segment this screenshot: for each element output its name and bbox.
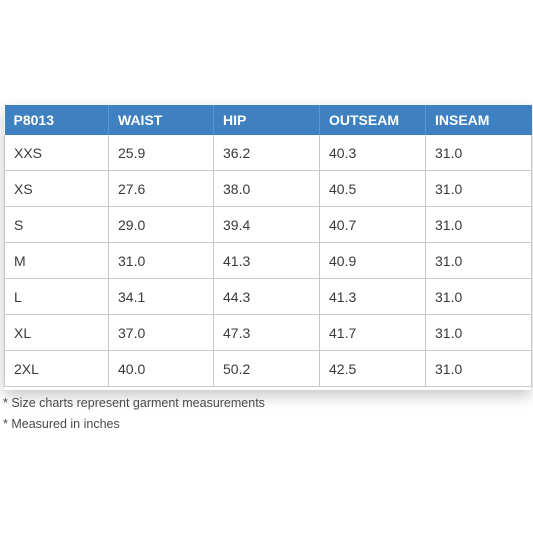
table-row: XS 27.6 38.0 40.5 31.0 — [4, 170, 532, 207]
outseam-cell: 40.9 — [319, 242, 426, 279]
footnote-units: * Measured in inches — [3, 417, 120, 431]
inseam-cell: 31.0 — [425, 135, 532, 171]
header-outseam: OUTSEAM — [319, 105, 426, 135]
hip-cell: 39.4 — [213, 206, 320, 243]
outseam-cell: 40.7 — [319, 206, 426, 243]
outseam-cell: 42.5 — [319, 350, 426, 387]
hip-cell: 44.3 — [213, 278, 320, 315]
size-cell: XXS — [4, 135, 109, 171]
table-row: M 31.0 41.3 40.9 31.0 — [4, 242, 532, 279]
hip-cell: 38.0 — [213, 170, 320, 207]
size-cell: L — [4, 278, 109, 315]
inseam-cell: 31.0 — [425, 206, 532, 243]
size-cell: M — [4, 242, 109, 279]
header-row: P8013 WAIST HIP OUTSEAM INSEAM — [4, 105, 532, 135]
waist-cell: 31.0 — [108, 242, 214, 279]
table-row: L 34.1 44.3 41.3 31.0 — [4, 278, 532, 315]
size-table: P8013 WAIST HIP OUTSEAM INSEAM XXS 25.9 … — [4, 105, 532, 387]
inseam-cell: 31.0 — [425, 314, 532, 351]
outseam-cell: 40.3 — [319, 135, 426, 171]
waist-cell: 40.0 — [108, 350, 214, 387]
waist-cell: 34.1 — [108, 278, 214, 315]
header-inseam: INSEAM — [425, 105, 532, 135]
size-cell: S — [4, 206, 109, 243]
inseam-cell: 31.0 — [425, 278, 532, 315]
hip-cell: 50.2 — [213, 350, 320, 387]
footnotes: * Size charts represent garment measurem… — [3, 393, 265, 435]
hip-cell: 41.3 — [213, 242, 320, 279]
inseam-cell: 31.0 — [425, 242, 532, 279]
table-row: 2XL 40.0 50.2 42.5 31.0 — [4, 350, 532, 387]
waist-cell: 25.9 — [108, 135, 214, 171]
inseam-cell: 31.0 — [425, 170, 532, 207]
footnote-garment-measurements: * Size charts represent garment measurem… — [3, 396, 265, 410]
size-cell: XL — [4, 314, 109, 351]
table-row: XL 37.0 47.3 41.7 31.0 — [4, 314, 532, 351]
header-style-code: P8013 — [4, 105, 109, 135]
waist-cell: 37.0 — [108, 314, 214, 351]
size-chart: P8013 WAIST HIP OUTSEAM INSEAM XXS 25.9 … — [0, 101, 533, 433]
table-body: XXS 25.9 36.2 40.3 31.0 XS 27.6 38.0 40.… — [4, 135, 532, 387]
size-cell: 2XL — [4, 350, 109, 387]
outseam-cell: 41.7 — [319, 314, 426, 351]
hip-cell: 36.2 — [213, 135, 320, 171]
header-waist: WAIST — [108, 105, 214, 135]
outseam-cell: 40.5 — [319, 170, 426, 207]
header-hip: HIP — [213, 105, 320, 135]
outseam-cell: 41.3 — [319, 278, 426, 315]
hip-cell: 47.3 — [213, 314, 320, 351]
table-row: XXS 25.9 36.2 40.3 31.0 — [4, 135, 532, 171]
inseam-cell: 31.0 — [425, 350, 532, 387]
waist-cell: 27.6 — [108, 170, 214, 207]
size-cell: XS — [4, 170, 109, 207]
table-row: S 29.0 39.4 40.7 31.0 — [4, 206, 532, 243]
table-header: P8013 WAIST HIP OUTSEAM INSEAM — [4, 105, 532, 135]
waist-cell: 29.0 — [108, 206, 214, 243]
